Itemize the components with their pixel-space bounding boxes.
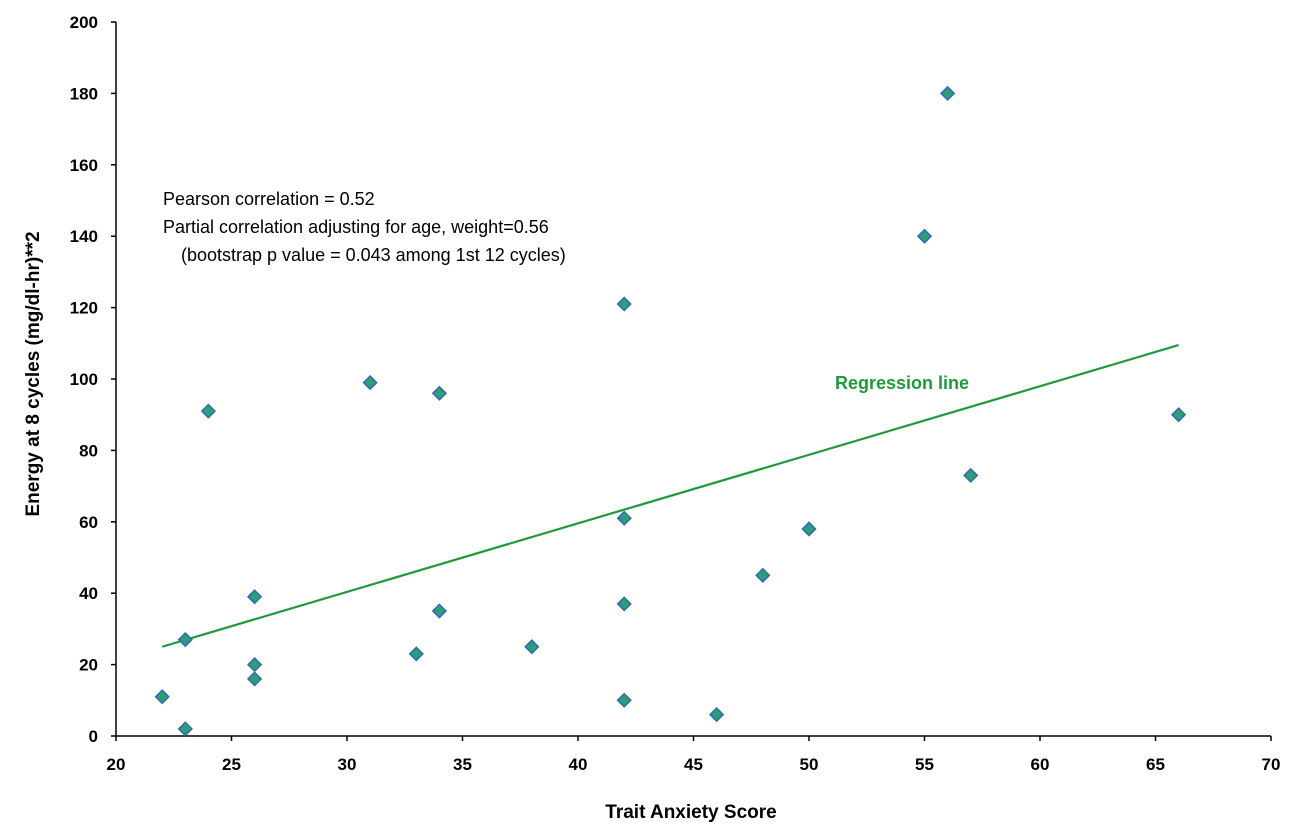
data-point <box>939 85 956 102</box>
data-point <box>755 567 771 583</box>
y-axis-title: Energy at 8 cycles (mg/dl-hr)**2 <box>23 231 44 516</box>
data-point <box>246 656 263 673</box>
y-tick-label: 160 <box>70 156 98 175</box>
data-point <box>524 639 540 655</box>
y-tick-label: 20 <box>79 656 98 675</box>
x-tick-label: 30 <box>338 755 357 774</box>
x-tick-label: 40 <box>569 755 588 774</box>
x-tick-label: 45 <box>684 755 703 774</box>
data-point <box>708 706 725 723</box>
y-tick-label: 60 <box>79 513 98 532</box>
x-tick-label: 35 <box>453 755 472 774</box>
y-tick-label: 80 <box>79 441 98 460</box>
y-tick-label: 120 <box>70 299 98 318</box>
data-point <box>916 228 933 244</box>
data-point <box>200 403 217 419</box>
data-point <box>177 631 193 648</box>
x-tick-label: 20 <box>107 755 126 774</box>
axes <box>111 21 1272 741</box>
data-point <box>616 510 632 526</box>
data-point <box>963 467 979 484</box>
annotation-line-3: (bootstrap p value = 0.043 among 1st 12 … <box>181 245 566 265</box>
y-tick-label: 200 <box>70 13 98 32</box>
data-point <box>616 596 632 612</box>
y-tick-label: 180 <box>70 84 98 103</box>
data-point <box>408 646 424 662</box>
data-point <box>801 521 817 537</box>
y-tick-label: 40 <box>79 584 98 603</box>
data-points <box>154 85 1187 737</box>
x-tick-label: 25 <box>222 755 241 774</box>
annotation-line-1: Pearson correlation = 0.52 <box>163 189 375 209</box>
x-tick-label: 50 <box>800 755 819 774</box>
x-tick-label: 70 <box>1262 755 1281 774</box>
annotations: Pearson correlation = 0.52 Partial corre… <box>23 189 969 823</box>
data-point <box>246 589 263 605</box>
x-axis-title: Trait Anxiety Score <box>605 802 776 823</box>
data-point <box>431 603 448 619</box>
data-point <box>616 296 632 312</box>
x-tick-label: 55 <box>915 755 934 774</box>
regression <box>161 344 1179 648</box>
y-tick-label: 0 <box>89 727 98 746</box>
regression-line <box>161 344 1179 648</box>
data-point <box>177 721 193 737</box>
y-tick-label: 140 <box>70 227 98 246</box>
data-point <box>362 374 378 391</box>
data-point <box>154 689 170 705</box>
data-point <box>616 692 632 708</box>
x-tick-label: 60 <box>1031 755 1050 774</box>
data-point <box>431 385 448 401</box>
data-point <box>246 671 263 687</box>
annotation-line-2: Partial correlation adjusting for age, w… <box>163 217 549 237</box>
regression-line-label: Regression line <box>835 373 969 393</box>
data-point <box>1170 407 1187 423</box>
x-tick-label: 65 <box>1146 755 1165 774</box>
tick-labels: 0 20 40 60 80 100 120 140 160 180 200 20 25 30 35 40 45 5… <box>70 13 1281 774</box>
y-tick-label: 100 <box>70 370 98 389</box>
